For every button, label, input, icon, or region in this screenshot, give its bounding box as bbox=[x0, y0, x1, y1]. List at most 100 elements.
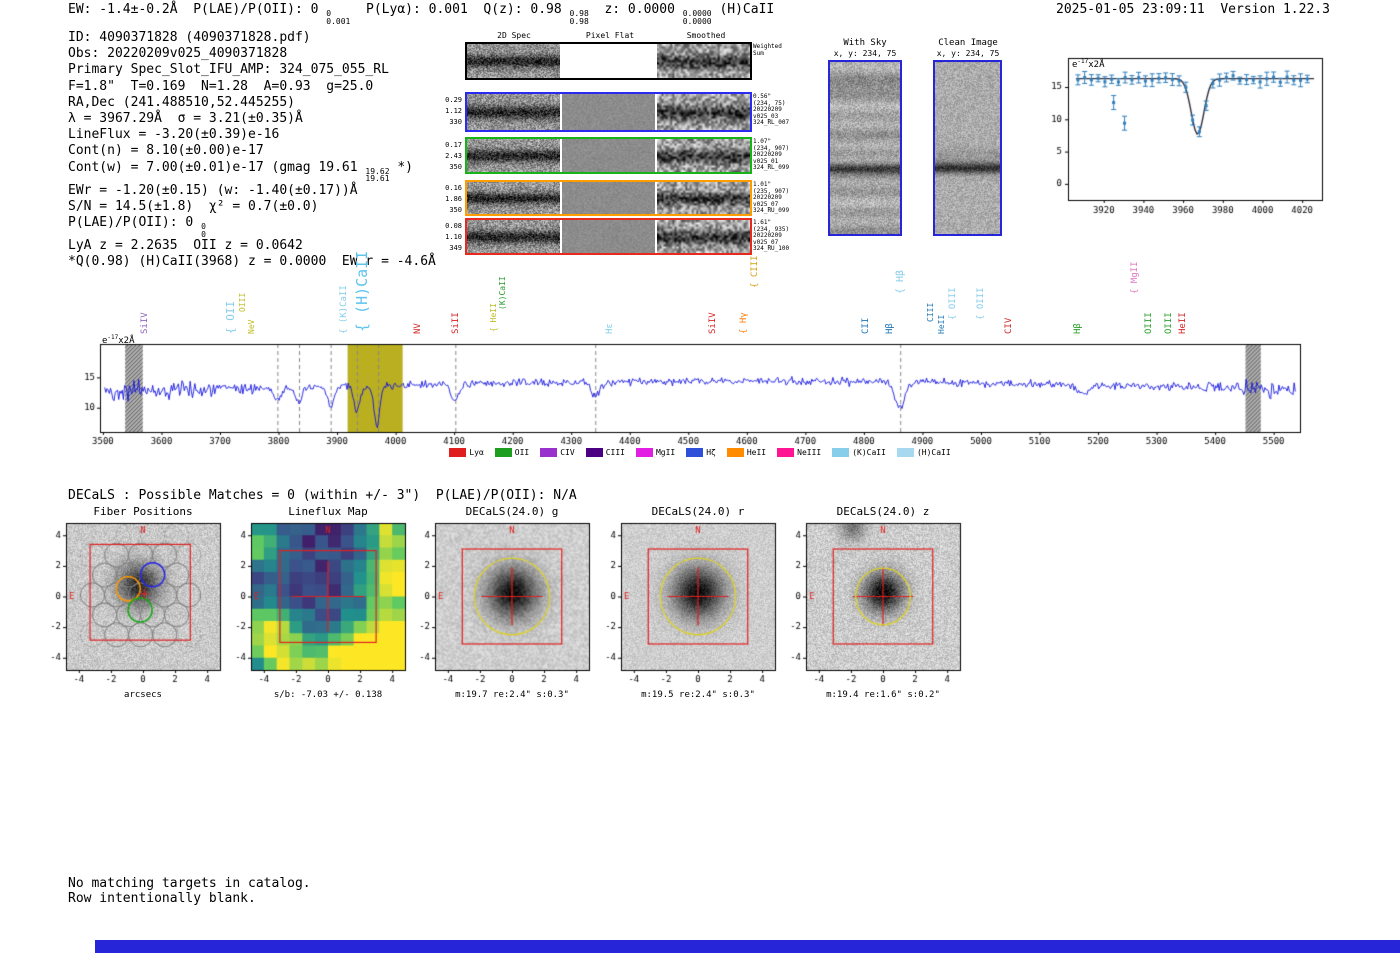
legend-swatch bbox=[449, 448, 467, 457]
unit-suffix: x2Å bbox=[118, 336, 135, 346]
stacked-fraction: 0 0.001 bbox=[326, 10, 350, 25]
cutout-title-decals-r: DECaLS(24.0) r bbox=[651, 505, 745, 518]
cutout-title-fiber-positions: Fiber Positions bbox=[93, 505, 193, 518]
spec2d-spec-image bbox=[467, 139, 560, 172]
unit-base: e bbox=[102, 336, 108, 346]
spec2d-cell-flat bbox=[562, 139, 655, 172]
cutout-title-decals-g: DECaLS(24.0) g bbox=[465, 505, 559, 518]
legend-item: Lyα bbox=[449, 448, 484, 457]
info-line: RA,Dec (241.488510,52.445255) bbox=[68, 95, 436, 111]
spectrum-legend: Lyα OII CIV CIII MgII Hζ HeII NeIII (K)CaII (H)Ca… bbox=[60, 448, 1340, 457]
legend-item: MgII bbox=[635, 448, 675, 457]
info-line: Primary Spec_Slot_IFU_AMP: 324_075_055_R… bbox=[68, 62, 436, 78]
cutout-xlabel-sb: s/b: -7.03 +/- 0.138 bbox=[273, 690, 383, 700]
spec2d-cell-flat bbox=[562, 44, 655, 78]
spec2d-row-meta: 1.07" (234, 907) 20220209 v025_01 324_RL_099 bbox=[753, 138, 799, 172]
spectral-line-label: HeII bbox=[1178, 312, 1189, 334]
info-line: λ = 3967.29Å σ = 3.21(±0.35)Å bbox=[68, 111, 436, 127]
decals-g-image bbox=[405, 518, 597, 688]
text-segment: LineFlux = -3.20(±0.39)e-16 bbox=[68, 127, 280, 143]
spec2d-smooth-image bbox=[657, 182, 750, 214]
spec2d-cell-smooth bbox=[657, 139, 750, 172]
spec2d-spec-image bbox=[467, 220, 560, 253]
legend-swatch bbox=[585, 448, 603, 457]
unit-exp: -17 bbox=[1077, 58, 1089, 65]
spectral-line-label: NV bbox=[412, 323, 423, 334]
legend-item: CIV bbox=[540, 448, 575, 457]
spec2d-flat-image bbox=[562, 182, 655, 214]
with-sky-title: With Sky bbox=[843, 38, 887, 48]
fraction-part: 0.0000 bbox=[682, 9, 712, 18]
legend-swatch bbox=[777, 448, 795, 457]
with-sky-image bbox=[828, 60, 902, 236]
spec2d-flat-image bbox=[562, 94, 655, 130]
row-stat: 330 bbox=[449, 118, 462, 126]
row-meta-line: v025_07 bbox=[753, 238, 779, 246]
info-line: ID: 4090371828 (4090371828.pdf) bbox=[68, 30, 436, 46]
spectral-line-label: OIII bbox=[237, 292, 247, 312]
legend-label: NeIII bbox=[797, 448, 822, 457]
text-segment: *) bbox=[389, 159, 413, 175]
info-line: EWr = -1.20(±0.15) (w: -1.40(±0.17))Å bbox=[68, 183, 436, 199]
fraction-part: 0.98 bbox=[569, 9, 589, 18]
legend-label: CIV bbox=[560, 448, 575, 457]
spectral-line-label: { OIII bbox=[975, 287, 986, 320]
spec2d-smooth-image bbox=[657, 94, 750, 130]
row-meta-line: 20220209 bbox=[753, 232, 782, 240]
row-stat: 0.08 bbox=[445, 222, 462, 230]
spec2d-row bbox=[465, 137, 752, 174]
legend-item: NeIII bbox=[777, 448, 821, 457]
legend-label: (K)CaII bbox=[852, 448, 886, 457]
row-meta-line: 324_RU_099 bbox=[753, 207, 790, 215]
info-line: LineFlux = -3.20(±0.39)e-16 bbox=[68, 127, 436, 143]
row-meta-line: 1.07" bbox=[753, 138, 772, 145]
decals-match-summary: DECaLS : Possible Matches = 0 (within +/… bbox=[68, 488, 577, 503]
row-stat: 0.17 bbox=[445, 141, 462, 149]
footer-blank-row: Row intentionally blank. bbox=[68, 891, 256, 906]
spectral-line-label: OIII bbox=[1144, 312, 1155, 334]
spec2d-row bbox=[465, 180, 752, 216]
zoom-spectrum-plot bbox=[1034, 44, 1330, 236]
spec2d-cell-spec bbox=[467, 44, 560, 78]
with-sky-coords: x, y: 234, 75 bbox=[833, 49, 897, 58]
row-stat: 0.29 bbox=[445, 96, 462, 104]
spec2d-cell-smooth bbox=[657, 94, 750, 130]
text-segment: Primary Spec_Slot_IFU_AMP: 324_075_055_R… bbox=[68, 62, 389, 78]
spectral-line-label: Hβ bbox=[884, 323, 895, 334]
row-meta-line: 1.01" bbox=[753, 181, 772, 188]
lineflux-map-image bbox=[221, 518, 413, 688]
spectral-line-label: Hβ bbox=[1072, 323, 1083, 334]
spec2d-cell-smooth bbox=[657, 182, 750, 214]
spec2d-row-stats: 0.17 2.43 350 bbox=[434, 140, 462, 173]
info-line: F=1.8" T=0.169 N=1.28 A=0.93 g=25.0 bbox=[68, 79, 436, 95]
spec2d-cell-spec bbox=[467, 139, 560, 172]
spec2d-smooth-image bbox=[657, 139, 750, 172]
cutout-xlabel-r-mag: m:19.5 re:2.4" s:0.3" bbox=[641, 690, 755, 700]
row-stat: 2.43 bbox=[445, 152, 462, 160]
row-meta-line: 1.61" bbox=[753, 219, 772, 226]
row-meta-line: v025_07 bbox=[753, 200, 779, 208]
row-meta-line: 324_RU_100 bbox=[753, 245, 790, 253]
row-meta-line: (234, 75) bbox=[753, 99, 786, 107]
row-meta-line: 324_RL_007 bbox=[753, 119, 790, 127]
spec2d-row-meta: 1.61" (234, 935) 20220209 v025_07 324_RU_100 bbox=[753, 219, 799, 253]
text-segment: z: 0.0000 bbox=[588, 2, 683, 17]
spec2d-row bbox=[465, 42, 752, 80]
spec2d-header-pixelflat: Pixel Flat bbox=[585, 31, 635, 40]
legend-item: CIII bbox=[585, 448, 625, 457]
text-segment: P(LAE)/P(OII): 0 bbox=[68, 215, 202, 231]
legend-label: HeII bbox=[746, 448, 767, 457]
row-meta-line: 20220209 bbox=[753, 194, 782, 202]
spectral-line-label: HeII bbox=[936, 314, 946, 334]
spectral-line-label: { OII bbox=[223, 300, 237, 334]
clean-image-title: Clean Image bbox=[938, 38, 998, 48]
row-stat: 0.16 bbox=[445, 184, 462, 192]
text-segment: EW: -1.4±-0.2Å P(LAE)/P(OII): 0 bbox=[68, 2, 327, 17]
row-stat: 349 bbox=[449, 244, 462, 252]
spectral-line-label: NeV bbox=[247, 319, 257, 334]
legend-label: CIII bbox=[605, 448, 625, 457]
unit-suffix: x2Å bbox=[1088, 60, 1105, 70]
stacked-fraction: 19.62 19.61 bbox=[365, 167, 389, 183]
legend-label: OII bbox=[514, 448, 530, 457]
text-segment: LyA z = 2.2635 OII z = 0.0642 bbox=[68, 238, 303, 254]
